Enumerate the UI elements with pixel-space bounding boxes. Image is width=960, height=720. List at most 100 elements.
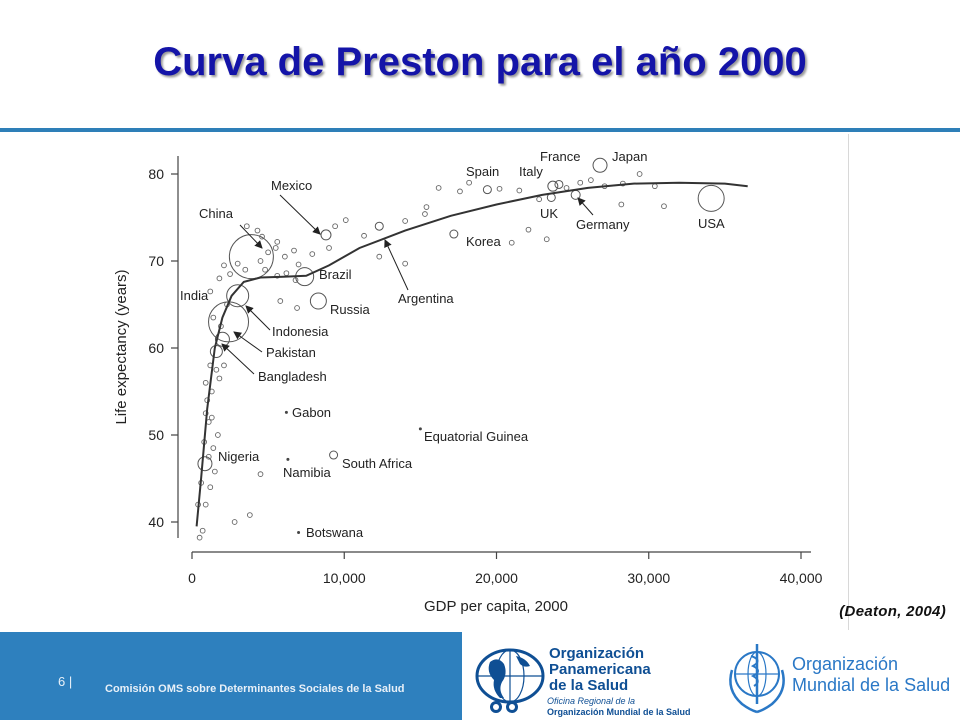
data-point — [199, 527, 206, 534]
data-point — [291, 247, 297, 254]
data-point — [202, 379, 209, 386]
preston-curve-line — [195, 181, 748, 527]
data-point — [618, 201, 625, 208]
who-emblem-icon — [729, 644, 785, 714]
label-namibia: Namibia — [283, 465, 331, 480]
data-point — [422, 211, 428, 217]
data-point — [274, 272, 281, 279]
x-tick-label: 0 — [188, 570, 196, 586]
x-tick-label: 30,000 — [627, 570, 670, 586]
y-tick-label: 60 — [148, 340, 164, 356]
data-point — [262, 266, 268, 273]
data-point-botswana — [297, 530, 301, 534]
paho-sub-2: Organización Mundial de la Salud — [547, 707, 691, 717]
data-point-russia — [309, 292, 327, 310]
y-tick-label: 70 — [148, 253, 164, 269]
data-point — [435, 185, 442, 191]
y-tick-label: 50 — [148, 427, 164, 443]
data-point — [402, 260, 409, 267]
page-title: Curva de Preston para el año 2000 — [153, 40, 807, 84]
label-germany: Germany — [576, 217, 630, 232]
data-point — [496, 185, 503, 192]
data-point — [651, 183, 658, 190]
data-point-spain — [482, 185, 492, 195]
data-point — [361, 232, 367, 239]
x-tick-label: 40,000 — [780, 570, 823, 586]
data-point — [202, 501, 209, 508]
y-axis-label: Life expectancy (years) — [113, 269, 130, 424]
data-point — [216, 375, 223, 382]
paho-globe-icon — [475, 648, 545, 713]
label-korea: Korea — [466, 234, 501, 249]
data-point — [309, 251, 316, 257]
label-brazil: Brazil — [319, 267, 352, 282]
data-point-germany — [570, 189, 581, 200]
data-point-gabon — [284, 410, 288, 414]
x-axis-label: GDP per capita, 2000 — [424, 598, 568, 615]
data-point — [376, 253, 383, 260]
data-point — [207, 484, 214, 491]
data-point — [231, 519, 238, 525]
arrow-china — [239, 224, 263, 249]
data-point — [326, 245, 332, 251]
data-point — [272, 245, 279, 251]
logos-panel: Organización Panamericana de la Salud Of… — [462, 632, 960, 720]
arrow-bangladesh — [221, 343, 255, 375]
data-point-argentina — [374, 221, 384, 231]
data-point — [536, 196, 542, 203]
data-point — [423, 204, 430, 210]
data-point — [221, 262, 227, 269]
footer-org-text: Comisión OMS sobre Determinantes Sociale… — [105, 683, 405, 695]
label-italy: Italy — [519, 164, 543, 179]
label-france: France — [540, 149, 580, 164]
data-point — [257, 258, 264, 264]
paho-name-1: Organización — [549, 645, 645, 662]
x-tick-label: 10,000 — [323, 570, 366, 586]
data-point-china — [228, 234, 274, 280]
data-point — [242, 266, 249, 273]
data-point — [516, 187, 523, 194]
citation: (Deaton, 2004) — [839, 603, 946, 620]
data-point — [295, 261, 302, 268]
who-name-1: Organización — [792, 654, 899, 674]
data-point — [210, 314, 217, 321]
label-india: India — [180, 288, 209, 303]
arrow-germany — [577, 197, 594, 216]
paho-sub-1: Oficina Regional de la — [547, 696, 636, 706]
data-point — [661, 203, 667, 210]
slide-number-value: 6 — [58, 674, 66, 689]
label-mexico: Mexico — [271, 178, 312, 193]
data-point-indonesia — [226, 284, 250, 308]
data-point — [207, 288, 214, 295]
label-russia: Russia — [330, 302, 371, 317]
title-divider — [0, 128, 960, 132]
data-point-equatorial-guinea — [418, 427, 422, 431]
data-point — [257, 471, 264, 478]
data-point — [402, 218, 409, 224]
label-nigeria: Nigeria — [218, 449, 260, 464]
slide-separator: | — [68, 674, 73, 689]
data-point — [227, 271, 233, 277]
data-point-bangladesh — [209, 344, 223, 358]
data-point — [213, 366, 220, 373]
x-tick-label: 20,000 — [475, 570, 518, 586]
data-point — [508, 239, 515, 246]
data-point — [332, 223, 338, 230]
label-indonesia: Indonesia — [272, 324, 329, 339]
data-point-mexico — [320, 229, 332, 241]
data-point — [208, 414, 215, 421]
arrow-indonesia — [245, 305, 271, 331]
label-spain: Spain — [466, 164, 499, 179]
data-point — [274, 239, 281, 245]
arrow-argentina — [384, 239, 409, 291]
y-tick-label: 80 — [148, 166, 164, 182]
label-china: China — [199, 206, 234, 221]
data-point — [265, 249, 271, 256]
data-point — [563, 185, 570, 191]
data-point — [243, 223, 250, 230]
data-point — [221, 362, 227, 369]
data-point — [277, 298, 284, 304]
data-point — [216, 275, 223, 282]
data-point-france — [554, 179, 564, 189]
data-point-korea — [449, 229, 459, 239]
